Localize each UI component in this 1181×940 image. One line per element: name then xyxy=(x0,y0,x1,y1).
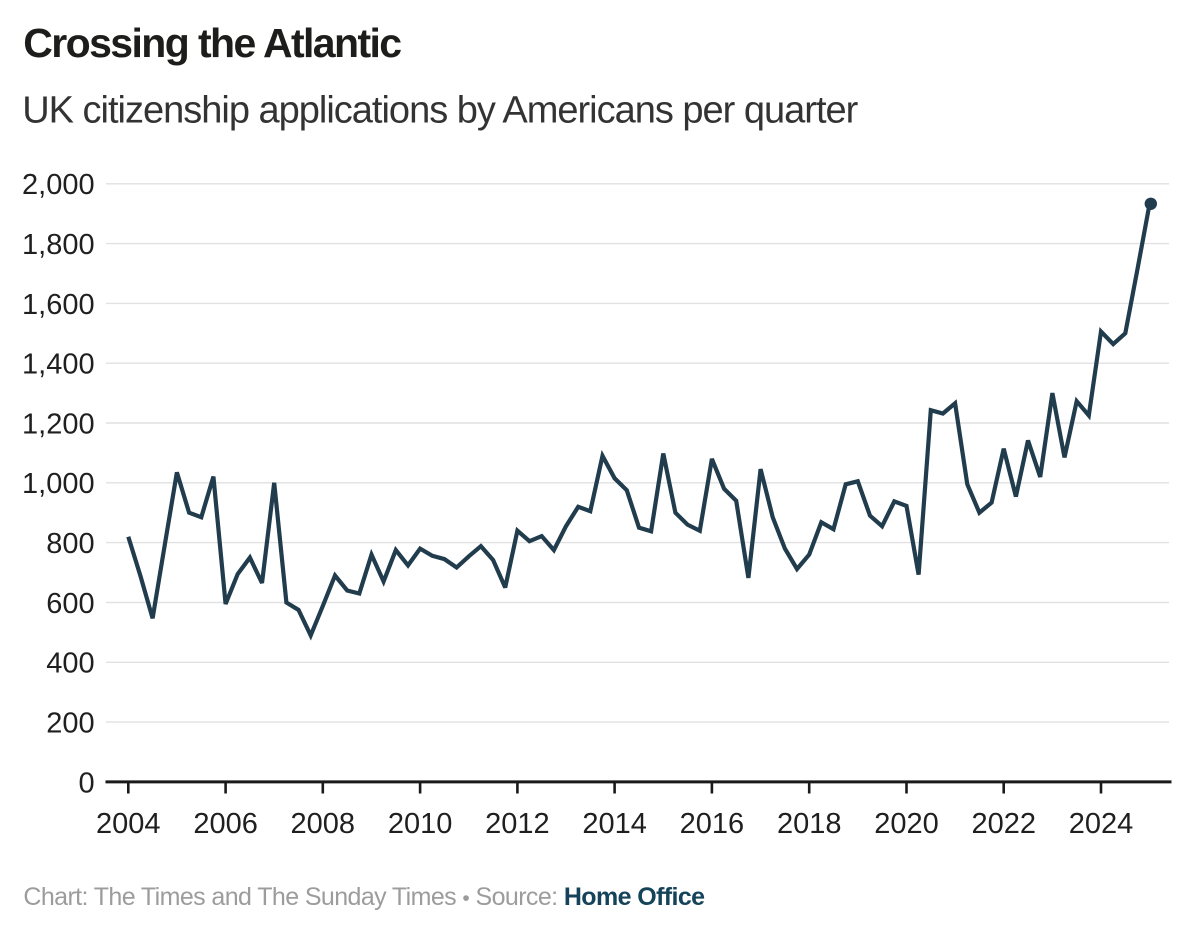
svg-text:Chart: The Times and The Sunda: Chart: The Times and The Sunday Times • … xyxy=(23,883,705,911)
svg-text:1,600: 1,600 xyxy=(22,289,95,321)
svg-text:2014: 2014 xyxy=(582,808,647,840)
svg-text:2012: 2012 xyxy=(485,808,550,840)
svg-text:2016: 2016 xyxy=(680,808,745,840)
svg-text:2020: 2020 xyxy=(874,808,939,840)
svg-text:2,000: 2,000 xyxy=(22,169,95,201)
svg-text:1,400: 1,400 xyxy=(22,349,95,381)
svg-text:Crossing the Atlantic: Crossing the Atlantic xyxy=(23,20,401,66)
svg-text:2008: 2008 xyxy=(291,808,356,840)
svg-text:2010: 2010 xyxy=(388,808,453,840)
svg-text:2024: 2024 xyxy=(1069,808,1134,840)
svg-text:800: 800 xyxy=(46,528,94,560)
svg-text:UK citizenship applications by: UK citizenship applications by Americans… xyxy=(22,89,858,131)
svg-text:2022: 2022 xyxy=(971,808,1036,840)
svg-text:1,200: 1,200 xyxy=(22,408,95,440)
svg-text:2006: 2006 xyxy=(193,808,258,840)
svg-text:600: 600 xyxy=(46,588,94,620)
svg-text:1,000: 1,000 xyxy=(22,468,95,500)
svg-text:0: 0 xyxy=(78,767,94,799)
svg-text:200: 200 xyxy=(46,708,94,740)
svg-text:2018: 2018 xyxy=(777,808,842,840)
svg-text:400: 400 xyxy=(46,648,94,680)
svg-text:2004: 2004 xyxy=(96,808,161,840)
svg-text:1,800: 1,800 xyxy=(22,229,95,261)
